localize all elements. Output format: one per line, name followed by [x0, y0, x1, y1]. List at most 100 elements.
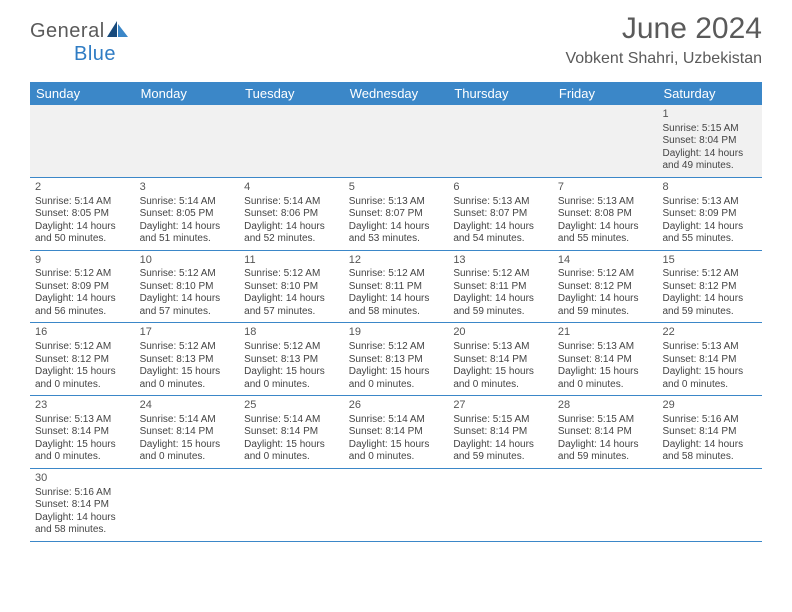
calendar-cell: 25Sunrise: 5:14 AMSunset: 8:14 PMDayligh… — [239, 396, 344, 468]
daylight-line: Daylight: 14 hours and 58 minutes. — [35, 512, 130, 537]
daylight-line: Daylight: 15 hours and 0 minutes. — [662, 366, 757, 391]
calendar-cell: 20Sunrise: 5:13 AMSunset: 8:14 PMDayligh… — [448, 323, 553, 395]
daylight-line: Daylight: 14 hours and 59 minutes. — [558, 439, 653, 464]
day-number: 16 — [35, 326, 130, 340]
day-number: 25 — [244, 399, 339, 413]
day-number: 10 — [140, 254, 235, 268]
calendar-table: SundayMondayTuesdayWednesdayThursdayFrid… — [30, 82, 762, 542]
sunrise-line: Sunrise: 5:14 AM — [244, 196, 339, 209]
sunrise-line: Sunrise: 5:12 AM — [140, 268, 235, 281]
calendar-cell-empty — [657, 469, 762, 541]
calendar-cell: 28Sunrise: 5:15 AMSunset: 8:14 PMDayligh… — [553, 396, 658, 468]
day-number: 5 — [349, 181, 444, 195]
sunrise-line: Sunrise: 5:12 AM — [349, 268, 444, 281]
day-number: 30 — [35, 472, 130, 486]
calendar-cell-empty — [135, 469, 240, 541]
sunrise-line: Sunrise: 5:12 AM — [244, 341, 339, 354]
daylight-line: Daylight: 14 hours and 52 minutes. — [244, 221, 339, 246]
calendar-cell: 23Sunrise: 5:13 AMSunset: 8:14 PMDayligh… — [30, 396, 135, 468]
sunset-line: Sunset: 8:14 PM — [558, 426, 653, 439]
sunrise-line: Sunrise: 5:16 AM — [35, 487, 130, 500]
daylight-line: Daylight: 14 hours and 58 minutes. — [662, 439, 757, 464]
month-year-title: June 2024 — [565, 12, 762, 46]
sunset-line: Sunset: 8:14 PM — [35, 499, 130, 512]
sunset-line: Sunset: 8:08 PM — [558, 208, 653, 221]
logo-text-blue: Blue — [74, 43, 116, 65]
day-number: 2 — [35, 181, 130, 195]
sunrise-line: Sunrise: 5:13 AM — [453, 341, 548, 354]
day-number: 29 — [662, 399, 757, 413]
sunrise-line: Sunrise: 5:12 AM — [35, 268, 130, 281]
calendar-cell: 21Sunrise: 5:13 AMSunset: 8:14 PMDayligh… — [553, 323, 658, 395]
daylight-line: Daylight: 14 hours and 55 minutes. — [662, 221, 757, 246]
sunrise-line: Sunrise: 5:15 AM — [558, 414, 653, 427]
sunset-line: Sunset: 8:07 PM — [453, 208, 548, 221]
sunset-line: Sunset: 8:04 PM — [662, 135, 757, 148]
calendar-cell: 19Sunrise: 5:12 AMSunset: 8:13 PMDayligh… — [344, 323, 449, 395]
calendar-cell: 8Sunrise: 5:13 AMSunset: 8:09 PMDaylight… — [657, 178, 762, 250]
day-number: 4 — [244, 181, 339, 195]
calendar-cell-empty — [239, 469, 344, 541]
sunrise-line: Sunrise: 5:12 AM — [140, 341, 235, 354]
daylight-line: Daylight: 14 hours and 59 minutes. — [453, 293, 548, 318]
calendar-cell: 11Sunrise: 5:12 AMSunset: 8:10 PMDayligh… — [239, 251, 344, 323]
day-number: 6 — [453, 181, 548, 195]
sunrise-line: Sunrise: 5:14 AM — [35, 196, 130, 209]
sunrise-line: Sunrise: 5:12 AM — [662, 268, 757, 281]
daylight-line: Daylight: 15 hours and 0 minutes. — [453, 366, 548, 391]
calendar-cell: 7Sunrise: 5:13 AMSunset: 8:08 PMDaylight… — [553, 178, 658, 250]
calendar-cell: 10Sunrise: 5:12 AMSunset: 8:10 PMDayligh… — [135, 251, 240, 323]
sunset-line: Sunset: 8:13 PM — [349, 354, 444, 367]
calendar-cell: 29Sunrise: 5:16 AMSunset: 8:14 PMDayligh… — [657, 396, 762, 468]
sunset-line: Sunset: 8:14 PM — [662, 426, 757, 439]
sunrise-line: Sunrise: 5:14 AM — [349, 414, 444, 427]
calendar-cell: 14Sunrise: 5:12 AMSunset: 8:12 PMDayligh… — [553, 251, 658, 323]
calendar-cell: 2Sunrise: 5:14 AMSunset: 8:05 PMDaylight… — [30, 178, 135, 250]
day-number: 1 — [662, 108, 757, 122]
daylight-line: Daylight: 14 hours and 50 minutes. — [35, 221, 130, 246]
sunset-line: Sunset: 8:05 PM — [140, 208, 235, 221]
daylight-line: Daylight: 15 hours and 0 minutes. — [244, 439, 339, 464]
day-number: 17 — [140, 326, 235, 340]
day-number: 14 — [558, 254, 653, 268]
daylight-line: Daylight: 15 hours and 0 minutes. — [558, 366, 653, 391]
calendar-header-cell: Friday — [553, 82, 658, 105]
daylight-line: Daylight: 14 hours and 54 minutes. — [453, 221, 548, 246]
day-number: 12 — [349, 254, 444, 268]
calendar-header-cell: Thursday — [448, 82, 553, 105]
calendar-cell: 30Sunrise: 5:16 AMSunset: 8:14 PMDayligh… — [30, 469, 135, 541]
sunrise-line: Sunrise: 5:14 AM — [244, 414, 339, 427]
sunrise-line: Sunrise: 5:13 AM — [662, 341, 757, 354]
calendar-cell: 17Sunrise: 5:12 AMSunset: 8:13 PMDayligh… — [135, 323, 240, 395]
daylight-line: Daylight: 14 hours and 57 minutes. — [140, 293, 235, 318]
sunset-line: Sunset: 8:13 PM — [244, 354, 339, 367]
calendar-header-cell: Monday — [135, 82, 240, 105]
sunset-line: Sunset: 8:14 PM — [662, 354, 757, 367]
calendar-cell: 15Sunrise: 5:12 AMSunset: 8:12 PMDayligh… — [657, 251, 762, 323]
day-number: 27 — [453, 399, 548, 413]
daylight-line: Daylight: 15 hours and 0 minutes. — [244, 366, 339, 391]
calendar-header-cell: Sunday — [30, 82, 135, 105]
calendar-cell: 1Sunrise: 5:15 AMSunset: 8:04 PMDaylight… — [657, 105, 762, 177]
day-number: 7 — [558, 181, 653, 195]
sunset-line: Sunset: 8:14 PM — [453, 426, 548, 439]
daylight-line: Daylight: 15 hours and 0 minutes. — [349, 366, 444, 391]
sunset-line: Sunset: 8:09 PM — [662, 208, 757, 221]
sunrise-line: Sunrise: 5:13 AM — [662, 196, 757, 209]
location-subtitle: Vobkent Shahri, Uzbekistan — [565, 50, 762, 68]
sunset-line: Sunset: 8:10 PM — [244, 281, 339, 294]
calendar-cell-empty — [553, 469, 658, 541]
calendar-cell-empty — [448, 469, 553, 541]
sunset-line: Sunset: 8:11 PM — [453, 281, 548, 294]
sunrise-line: Sunrise: 5:15 AM — [453, 414, 548, 427]
calendar-cell: 12Sunrise: 5:12 AMSunset: 8:11 PMDayligh… — [344, 251, 449, 323]
daylight-line: Daylight: 14 hours and 59 minutes. — [453, 439, 548, 464]
sunrise-line: Sunrise: 5:14 AM — [140, 196, 235, 209]
calendar-cell: 13Sunrise: 5:12 AMSunset: 8:11 PMDayligh… — [448, 251, 553, 323]
daylight-line: Daylight: 14 hours and 59 minutes. — [662, 293, 757, 318]
day-number: 22 — [662, 326, 757, 340]
brand-logo: GeneralBlue — [30, 12, 129, 66]
day-number: 15 — [662, 254, 757, 268]
title-block: June 2024 Vobkent Shahri, Uzbekistan — [565, 12, 762, 68]
sunrise-line: Sunrise: 5:13 AM — [349, 196, 444, 209]
